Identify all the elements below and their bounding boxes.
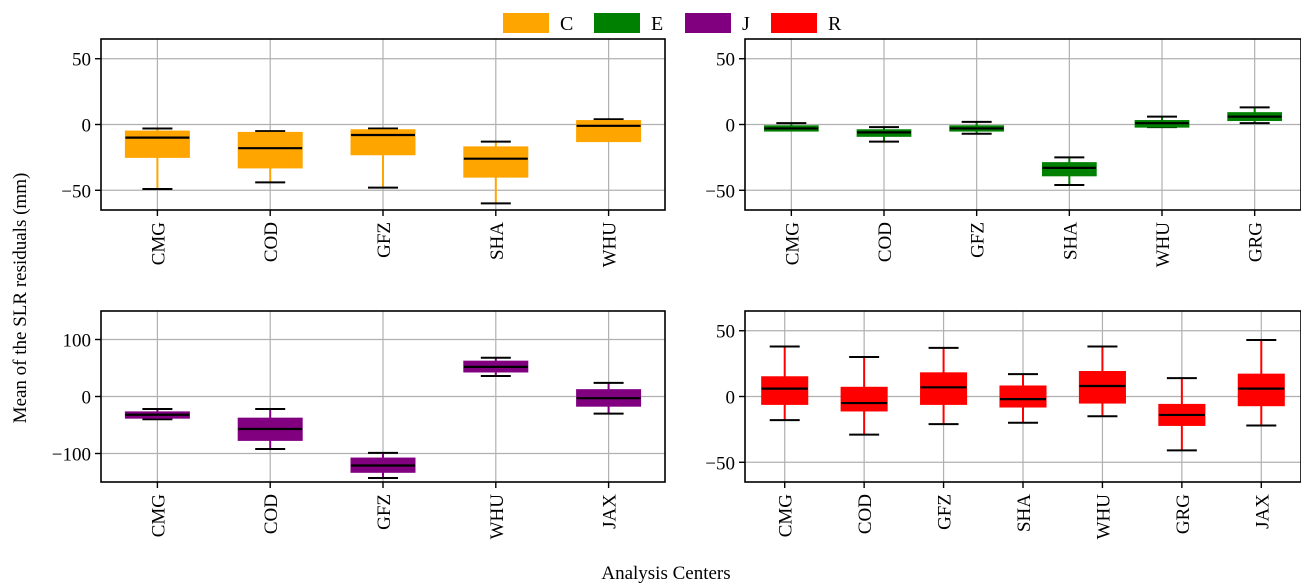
panel-e: −50 0 50 CMG COD GFZ SHA WHU GRG [705,38,1301,268]
box-sha [999,373,1047,424]
box-whu [576,118,642,143]
x-tick-label: WHU [1093,494,1114,540]
x-tick-label: COD [855,494,876,534]
x-tick-label: GFZ [374,222,395,258]
legend-label-r: R [828,13,842,35]
x-tick-label: WHU [1153,222,1174,268]
box-gfz [350,451,416,480]
box-cmg [763,122,819,132]
box-body [999,385,1047,408]
x-tick-label: WHU [600,222,621,268]
box-body [761,376,809,405]
box-cod [237,408,303,450]
x-axis-label: Analysis Centers [601,563,730,584]
panels: −50 0 50 CMG COD GFZ SHA WHU −50 0 50 CMG COD GFZ SHA W… [52,38,1301,540]
x-tick-label: JAX [600,494,621,529]
box-body [463,146,529,178]
x-tick-label: CMG [776,494,797,538]
y-tick-label: −50 [705,453,735,474]
box-whu [463,356,529,377]
box-grg [1227,106,1283,125]
y-tick-label: 50 [72,50,91,71]
box-body [237,131,303,169]
y-tick-label: 50 [716,50,735,71]
box-grg [1158,377,1206,452]
x-tick-label: GRG [1173,494,1194,534]
box-body [576,120,642,143]
x-tick-label: COD [875,222,896,262]
y-tick-label: 100 [63,331,92,352]
y-tick-label: 0 [82,388,92,409]
box-cod [856,126,912,143]
x-tick-label: SHA [1014,494,1035,532]
legend-swatch-j [685,13,731,33]
box-cmg [124,127,190,190]
x-tick-label: SHA [487,222,508,260]
box-gfz [920,346,968,426]
legend-label-e: E [651,13,663,35]
legend-swatch-c [503,13,549,33]
x-tick-label: GRG [1246,222,1267,262]
box-cmg [124,408,190,421]
y-axis-label: Mean of the SLR residuals (mm) [10,173,31,424]
box-body [840,386,888,412]
x-tick-label: WHU [487,494,508,540]
panel-j: −100 0 100 CMG COD GFZ WHU JAX [52,310,666,540]
box-body [1237,373,1285,407]
x-tick-label: COD [261,222,282,262]
legend-swatch-r [771,13,817,33]
x-tick-label: GFZ [968,222,989,258]
x-tick-label: CMG [782,222,803,266]
y-tick-label: 50 [716,322,735,343]
y-tick-label: −50 [705,181,735,202]
box-whu [1134,115,1190,129]
box-cod [840,356,888,436]
y-tick-label: −50 [61,181,91,202]
box-body [920,372,968,405]
legend-swatch-e [594,13,640,33]
x-tick-label: GFZ [935,494,956,530]
x-tick-label: CMG [148,494,169,538]
x-tick-label: SHA [1060,222,1081,260]
box-body [1041,162,1097,177]
y-tick-label: 0 [82,116,92,137]
box-jax [1237,338,1285,427]
box-sha [463,140,529,205]
box-cod [237,130,303,184]
box-body [1078,371,1126,404]
panel-r: −50 0 50 CMG COD GFZ SHA WHU GRG JAX [705,310,1301,540]
x-tick-label: JAX [1252,494,1273,529]
x-tick-label: GFZ [374,494,395,530]
box-whu [1078,345,1126,418]
box-cmg [761,345,809,422]
box-body [350,129,416,156]
y-tick-label: −100 [52,445,91,466]
y-tick-label: 0 [726,388,736,409]
y-tick-label: 0 [726,116,736,137]
box-body [124,130,190,158]
x-tick-label: COD [261,494,282,534]
box-sha [1041,156,1097,187]
panel-c: −50 0 50 CMG COD GFZ SHA WHU [61,38,666,268]
legend-label-c: C [560,13,573,35]
x-tick-label: CMG [148,222,169,266]
legend-label-j: J [742,13,750,35]
box-jax [576,381,642,415]
box-gfz [949,120,1005,135]
box-gfz [350,127,416,189]
